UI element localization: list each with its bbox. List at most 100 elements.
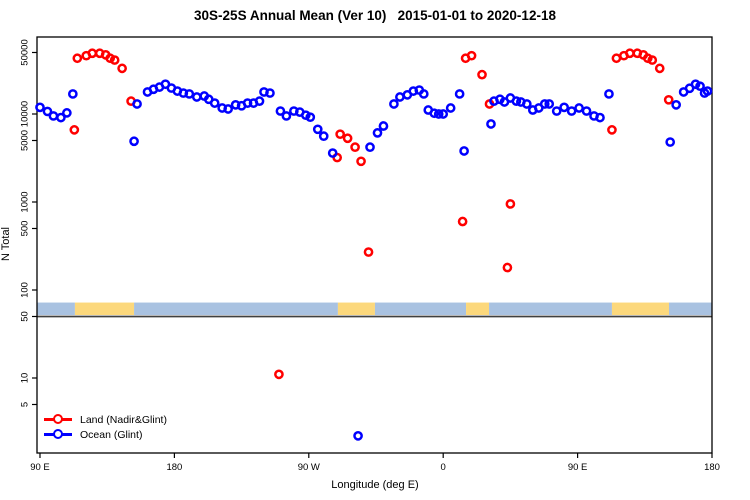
y-tick-label: 50	[20, 311, 31, 322]
land-point	[274, 369, 284, 380]
ocean-point	[566, 106, 577, 116]
land-point	[342, 133, 353, 144]
y-tick-label: 50000	[20, 39, 31, 65]
land-point	[611, 53, 622, 64]
ocean-point	[378, 121, 389, 131]
land-point	[69, 125, 80, 135]
land-point	[607, 125, 617, 135]
land-point	[663, 94, 674, 105]
land-point	[117, 63, 127, 74]
legend: Land (Nadir&Glint) Ocean (Glint)	[44, 412, 167, 442]
x-tick-label: 180	[704, 462, 720, 473]
x-tick-label: 0	[441, 462, 446, 473]
land-point	[363, 247, 374, 257]
land-point	[87, 48, 98, 59]
land-series-marker-icon	[44, 414, 72, 425]
ocean-point	[559, 102, 570, 113]
ocean-point	[209, 98, 220, 108]
ocean-point	[418, 89, 429, 99]
ocean-point	[353, 431, 363, 441]
ocean-point	[372, 128, 383, 138]
ocean-point	[223, 104, 234, 114]
ocean-point	[511, 96, 522, 106]
ocean-point	[695, 81, 705, 92]
ocean-point	[604, 89, 614, 99]
ocean-point	[574, 103, 584, 113]
ocean-point	[389, 99, 399, 109]
ocean-point	[459, 146, 469, 156]
ocean-point	[702, 86, 713, 96]
ocean-point	[132, 99, 142, 109]
surface-band-land-segment	[74, 302, 135, 315]
ocean-point	[581, 106, 592, 116]
x-tick-label: 90 E	[30, 462, 50, 473]
ocean-point	[521, 99, 532, 109]
surface-band-ocean-segment	[668, 302, 712, 315]
ocean-point	[56, 112, 66, 123]
ocean-point	[544, 99, 555, 109]
surface-band-ocean-segment	[374, 302, 467, 315]
legend-label-land: Land (Nadir&Glint)	[80, 413, 167, 426]
land-point	[505, 199, 516, 209]
y-tick-label: 1000	[20, 191, 31, 212]
ocean-point	[671, 100, 682, 110]
ocean-series-marker-icon	[44, 429, 72, 440]
ocean-point	[454, 89, 465, 99]
ocean-point	[365, 142, 375, 153]
ocean-point	[327, 148, 338, 158]
land-point	[457, 216, 468, 227]
surface-band-ocean-segment	[489, 302, 612, 315]
land-point	[72, 53, 83, 64]
ocean-point	[62, 108, 72, 118]
ocean-point	[191, 92, 202, 102]
surface-band-land-segment	[611, 302, 669, 315]
land-point	[502, 262, 513, 273]
legend-label-ocean: Ocean (Glint)	[80, 428, 143, 441]
ocean-point	[486, 119, 496, 129]
y-tick-label: 5000	[20, 130, 31, 151]
surface-band-land-segment	[337, 302, 375, 315]
x-tick-label: 90 W	[298, 462, 320, 473]
ocean-point	[551, 106, 562, 116]
plot-box	[36, 36, 713, 454]
ocean-point	[42, 106, 53, 117]
ocean-point	[595, 112, 605, 123]
land-point	[109, 55, 120, 65]
land-point	[477, 69, 487, 80]
x-tick-label: 90 E	[568, 462, 588, 473]
land-point	[647, 55, 658, 65]
ocean-point	[395, 92, 405, 102]
ocean-point	[254, 96, 265, 106]
ocean-point	[539, 99, 550, 109]
ocean-point	[281, 111, 292, 121]
land-point	[625, 48, 635, 59]
y-tick-label: 100	[20, 282, 31, 298]
ocean-point	[305, 112, 316, 123]
surface-band-land-segment	[466, 302, 490, 315]
ocean-point	[438, 109, 449, 119]
chart-title: 30S-25S Annual Mean (Ver 10) 2015-01-01 …	[194, 8, 556, 23]
ocean-point	[429, 108, 440, 119]
ocean-point	[48, 111, 59, 121]
ocean-point	[265, 88, 275, 98]
ocean-point	[67, 89, 78, 99]
land-point	[466, 50, 477, 61]
ocean-point	[275, 106, 286, 116]
ocean-point	[129, 136, 139, 147]
ocean-point	[312, 124, 323, 135]
ocean-point	[445, 103, 456, 113]
ocean-point	[35, 102, 45, 113]
land-point	[654, 63, 665, 74]
land-point	[335, 129, 346, 140]
x-tick-label: 180	[166, 462, 182, 473]
land-point	[350, 142, 360, 153]
surface-band-ocean-segment	[134, 302, 338, 315]
x-axis-label: Longitude (deg E)	[331, 479, 419, 491]
ocean-point	[665, 137, 676, 147]
y-tick-label: 10000	[20, 101, 31, 127]
legend-item-ocean: Ocean (Glint)	[44, 427, 167, 442]
legend-item-land: Land (Nadir&Glint)	[44, 412, 167, 427]
y-tick-label: 500	[20, 221, 31, 237]
